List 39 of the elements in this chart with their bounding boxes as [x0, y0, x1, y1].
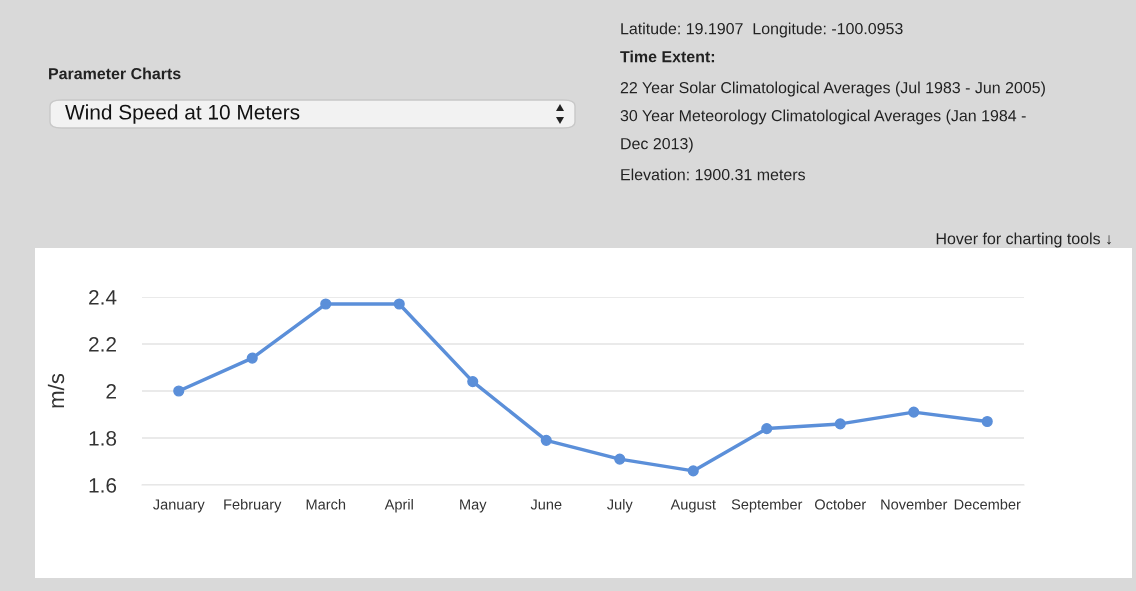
x-tick-label: March: [306, 498, 346, 510]
y-tick-label: 2.4: [89, 290, 117, 305]
text: Elevation: 1900.31 meters: [621, 168, 805, 181]
x-tick-label: May: [460, 499, 487, 513]
y-axis-title: m/s: [47, 373, 65, 408]
point: [173, 385, 185, 397]
x-tick-label: April: [384, 498, 413, 513]
point: [834, 418, 846, 430]
text: Latitude: 19.1907 Longitude: -100.0953: [621, 22, 903, 38]
y-tick-label: 2.2: [89, 337, 116, 352]
y-tick-label: 1.8: [89, 431, 117, 446]
point: [467, 376, 479, 388]
x-tick-label: July: [607, 498, 633, 513]
point: [540, 434, 552, 446]
text: Time Extent:: [620, 50, 715, 63]
chart-title: Wind Speed at 10 Meters: [65, 104, 300, 124]
point: [687, 465, 699, 477]
x-tick-label: October: [815, 498, 866, 510]
y-tick-label: 1.6: [89, 478, 117, 493]
text: 22 Year Solar Climatological Averages (Jul 1983 - Jun 2005): [620, 81, 1045, 97]
point: [614, 453, 626, 465]
point: [246, 352, 258, 364]
x-tick-label: November: [881, 498, 948, 510]
x-tick-label: December: [954, 498, 1021, 510]
x-tick-label: February: [224, 498, 282, 513]
x-tick-label: August: [670, 499, 716, 513]
x-tick-label: January: [153, 499, 205, 513]
point: [908, 406, 920, 418]
text: 30 Year Meteorology Climatological Averages (Jan 1984 -: [620, 109, 1026, 125]
y-tick-label: 2: [106, 384, 116, 399]
point: [761, 423, 773, 435]
x-tick-label: June: [530, 499, 562, 510]
point: [981, 415, 993, 428]
point: [320, 298, 332, 310]
text: Hover for charting tools ↓: [936, 232, 1111, 248]
point: [393, 298, 405, 310]
x-tick-label: September: [731, 498, 803, 513]
text: Dec 2013): [621, 137, 693, 153]
text: Parameter Charts: [49, 67, 181, 80]
